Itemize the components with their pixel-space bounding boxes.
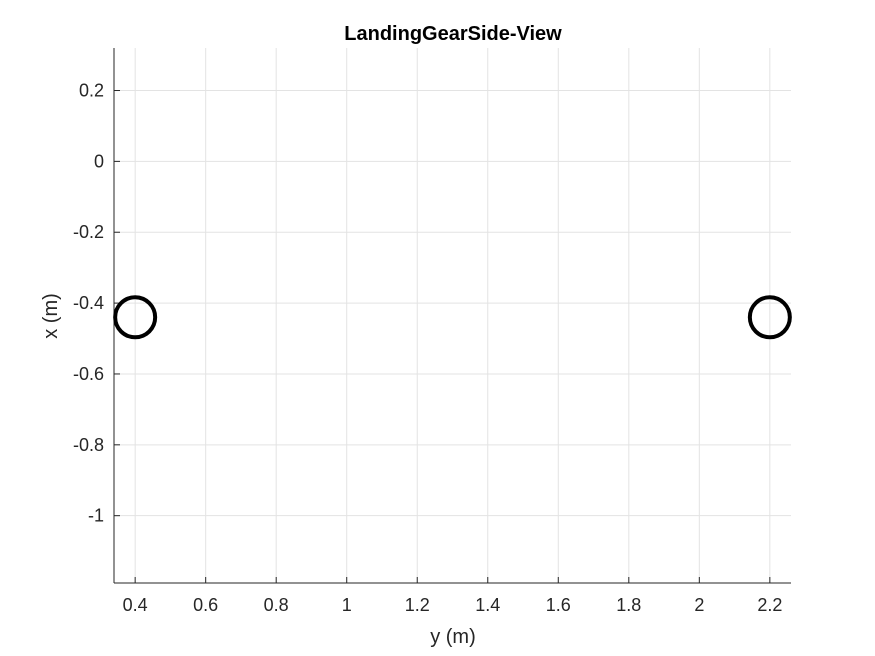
- x-tick-label: 2: [694, 595, 704, 615]
- x-tick-label: 0.4: [123, 595, 148, 615]
- x-tick-label: 1.6: [546, 595, 571, 615]
- data-point-marker: [113, 295, 158, 340]
- x-tick-label: 1.2: [405, 595, 430, 615]
- data-points: [113, 295, 792, 340]
- x-axis-label: y (m): [430, 626, 476, 648]
- y-ticks: 0.2 0 -0.2 -0.4 -0.6 -0.8 -1: [73, 81, 120, 526]
- x-tick-label: 1: [342, 595, 352, 615]
- x-tick-label: 1.8: [616, 595, 641, 615]
- y-tick-label: -0.4: [73, 293, 104, 313]
- y-axis-label: x (m): [40, 293, 62, 339]
- data-point-marker: [747, 295, 792, 340]
- grid: [114, 48, 791, 583]
- x-ticks: 0.4 0.6 0.8 1 1.2 1.4 1.6 1.8 2 2.2: [123, 577, 782, 615]
- y-tick-label: -0.2: [73, 222, 104, 242]
- axes: [113, 48, 791, 584]
- y-tick-label: 0: [94, 151, 104, 171]
- y-tick-label: -1: [88, 506, 104, 526]
- y-tick-label: -0.6: [73, 364, 104, 384]
- y-tick-label: -0.8: [73, 435, 104, 455]
- y-tick-label: 0.2: [79, 81, 104, 101]
- chart-title: LandingGearSide-View: [344, 23, 562, 45]
- x-tick-label: 1.4: [475, 595, 500, 615]
- x-tick-label: 2.2: [757, 595, 782, 615]
- x-tick-label: 0.6: [193, 595, 218, 615]
- x-tick-label: 0.8: [264, 595, 289, 615]
